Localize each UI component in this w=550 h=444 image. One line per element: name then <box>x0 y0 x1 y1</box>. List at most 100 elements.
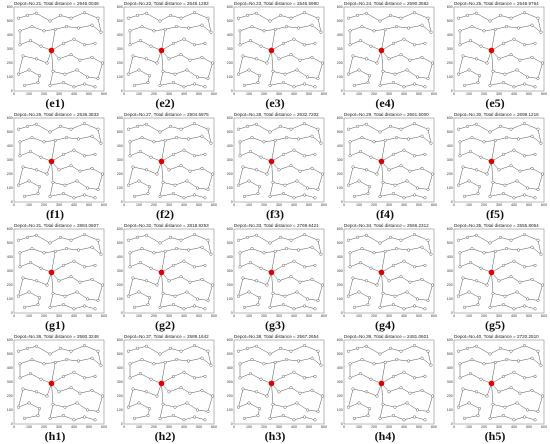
customer-node <box>93 196 97 200</box>
route-edge <box>137 346 147 349</box>
customer-node <box>399 164 403 168</box>
customer-node <box>512 37 516 41</box>
x-tick-label: 300 <box>56 425 62 429</box>
route-edge <box>84 234 99 241</box>
customer-node <box>34 279 39 283</box>
customer-node <box>182 196 186 200</box>
route-edge <box>471 359 485 365</box>
y-tick-label: 600 <box>7 338 13 342</box>
route-edge <box>18 277 24 297</box>
route-edge <box>49 193 64 197</box>
route-edge <box>290 234 305 241</box>
route-edge <box>421 168 433 175</box>
customer-node <box>273 249 277 253</box>
x-tick-label: 100 <box>136 92 142 96</box>
customer-node <box>137 401 141 405</box>
route-edge <box>91 358 102 366</box>
customer-node <box>474 122 479 126</box>
route-edge <box>36 169 48 175</box>
route-edge <box>489 293 494 308</box>
customer-node <box>474 57 479 61</box>
y-tick-label: 300 <box>447 380 453 384</box>
x-tick-label: 0 <box>453 425 455 429</box>
y-tick-label: 400 <box>227 144 233 148</box>
customer-node <box>277 390 281 394</box>
customer-node <box>203 196 207 200</box>
customer-node <box>522 415 527 419</box>
route-edge <box>194 345 209 352</box>
customer-node <box>69 127 73 131</box>
route-edge <box>183 149 195 157</box>
x-tick-label: 600 <box>211 425 217 429</box>
route-edge <box>354 304 369 308</box>
y-tick-label: 400 <box>117 366 123 370</box>
customer-node <box>99 363 103 367</box>
route-edge <box>290 123 305 130</box>
route-edge <box>79 168 93 172</box>
customer-node <box>93 418 97 422</box>
customer-node <box>254 57 259 61</box>
customer-node <box>132 194 137 198</box>
route-edge <box>128 69 140 75</box>
customer-node <box>516 26 521 30</box>
customer-node <box>238 265 242 269</box>
customer-node <box>128 43 132 47</box>
route-edge <box>489 71 494 86</box>
customer-node <box>461 54 465 58</box>
route-edge <box>458 402 470 408</box>
customer-node <box>39 266 43 270</box>
route-edge <box>22 55 37 60</box>
route-edge <box>30 151 42 158</box>
subplot-h2: Depot=No.37, Total distance = 2589.1642 0… <box>110 333 220 444</box>
route-edge <box>462 277 477 282</box>
x-tick-label: 100 <box>356 314 362 318</box>
customer-node <box>268 130 272 134</box>
subplot-title: Depot=No.24, Total distance = 2590.3582 <box>344 1 429 6</box>
customer-node <box>423 307 427 311</box>
customer-node <box>467 290 471 294</box>
x-tick-label: 100 <box>466 425 472 429</box>
y-tick-label: 200 <box>337 283 343 287</box>
route-edge <box>97 351 102 366</box>
route-edge <box>49 348 61 355</box>
customer-node <box>302 304 307 308</box>
route-edge <box>207 129 212 144</box>
customer-node <box>319 30 323 34</box>
customer-node <box>296 359 301 363</box>
route-edge <box>354 415 369 419</box>
customer-node <box>522 154 527 158</box>
subplot-title: Depot=No.35, Total distance = 2555.8054 <box>454 223 539 228</box>
x-tick-label: 600 <box>431 92 437 96</box>
subplot-title: Depot=No.23, Total distance = 2546.5980 <box>234 1 319 6</box>
route-edge <box>396 248 409 251</box>
axes-frame <box>343 6 435 92</box>
route-edge <box>97 62 103 79</box>
route-edge <box>49 71 54 86</box>
route-edge <box>317 62 323 79</box>
route-edge <box>286 137 299 140</box>
route-edge <box>31 26 45 32</box>
customer-node <box>302 11 307 15</box>
route-edge <box>256 169 268 175</box>
route-edge <box>527 298 539 301</box>
subplot-title: Depot=No.27, Total distance = 2904.5975 <box>124 112 209 117</box>
depot-marker <box>48 269 55 276</box>
customer-node <box>405 401 409 405</box>
route-edge <box>296 291 308 300</box>
route-edge <box>19 26 33 32</box>
customer-node <box>262 362 266 366</box>
route-edge <box>55 248 67 252</box>
route-edge <box>251 248 265 254</box>
customer-node <box>259 44 263 48</box>
route-edge <box>239 40 251 46</box>
customer-node <box>394 358 399 362</box>
depot-marker <box>488 269 495 276</box>
customer-node <box>93 41 97 45</box>
customer-node <box>522 43 527 47</box>
plot-f3: Depot=No.28, Total distance = 2632.72020… <box>227 112 327 207</box>
customer-node <box>319 141 323 145</box>
customer-node <box>381 180 385 184</box>
x-tick-label: 100 <box>466 92 472 96</box>
route-edge <box>510 54 521 61</box>
customer-node <box>236 294 241 298</box>
